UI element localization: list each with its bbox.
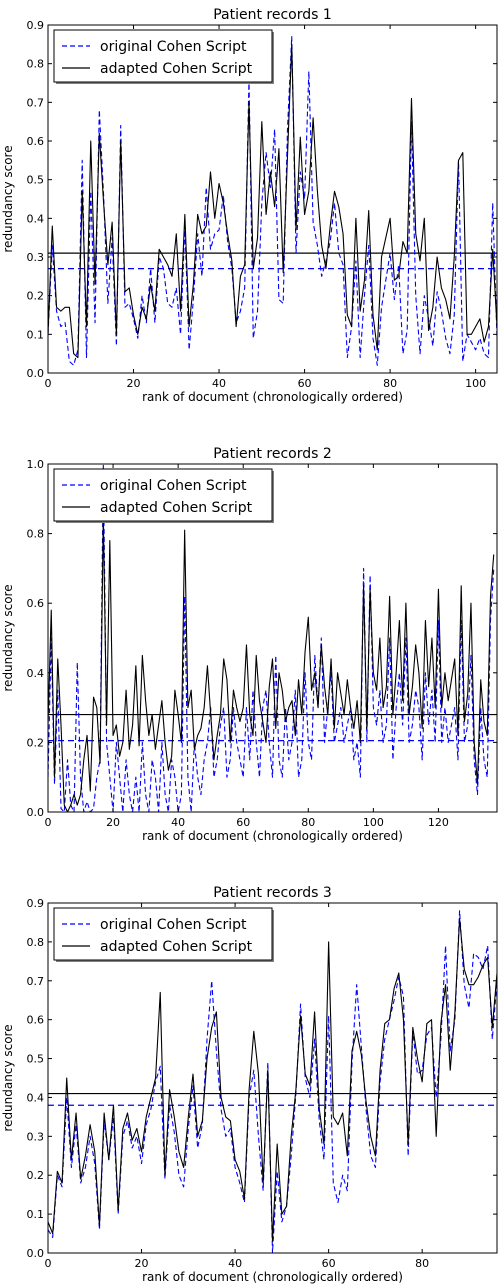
chart-3: Patient records 3 0 20 40 60 80 0.0 0.1 0.2 0.3 0.…	[1, 885, 498, 1284]
legend: original Cohen Script adapted Cohen Scrip…	[53, 907, 274, 962]
y-tick-label: 0.7	[27, 96, 45, 109]
x-tick-label: 20	[106, 816, 120, 829]
legend-entry: adapted Cohen Script	[100, 939, 253, 955]
legend-entry: adapted Cohen Script	[100, 61, 253, 77]
x-tick-label: 20	[135, 1257, 149, 1270]
y-tick-label: 0.0	[27, 1247, 45, 1260]
y-tick-label: 0.2	[27, 736, 45, 749]
y-tick-label: 0.8	[27, 936, 45, 949]
plot-frame	[47, 902, 498, 1254]
chart-title: Patient records 1	[213, 7, 332, 23]
x-tick-label: 0	[45, 816, 52, 829]
plot-frame	[47, 463, 498, 813]
y-tick-label: 0.6	[27, 1014, 45, 1027]
legend-box	[53, 907, 273, 961]
legend: original Cohen Script adapted Cohen Scrip…	[53, 29, 274, 84]
x-tick-label: 60	[236, 816, 250, 829]
plot-area	[48, 464, 497, 812]
y-tick-label: 0.2	[27, 290, 45, 303]
y-tick-label: 0.0	[27, 806, 45, 819]
chart-title: Patient records 2	[213, 446, 332, 462]
chart-1: Patient records 1 0 20 40 60 80 100 0.0 0.1 0.2 0.…	[1, 7, 498, 404]
x-tick-label: 80	[301, 816, 315, 829]
x-tick-label: 60	[298, 377, 312, 390]
y-axis-label: redundancy score	[1, 1024, 15, 1131]
y-axis-label: redundancy score	[1, 584, 15, 691]
legend-entry: adapted Cohen Script	[100, 500, 253, 516]
y-tick-label: 0.8	[27, 528, 45, 541]
x-axis-label: rank of document (chronologically ordere…	[142, 390, 403, 404]
series-adapted-line	[48, 515, 495, 812]
y-tick-label: 0.5	[27, 1053, 45, 1066]
x-tick-label: 40	[212, 377, 226, 390]
y-tick-label: 1.0	[27, 458, 45, 471]
x-tick-label: 40	[228, 1257, 242, 1270]
x-axis-label: rank of document (chronologically ordere…	[142, 829, 403, 843]
x-tick-label: 0	[45, 377, 52, 390]
legend-entry: original Cohen Script	[100, 917, 247, 933]
legend-box	[53, 468, 273, 522]
plot-frame	[47, 24, 498, 374]
y-tick-label: 0.0	[27, 367, 45, 380]
y-tick-label: 0.3	[27, 1130, 45, 1143]
y-tick-label: 0.8	[27, 58, 45, 71]
chart-title: Patient records 3	[213, 885, 332, 901]
x-tick-label: 100	[465, 377, 486, 390]
x-tick-label: 0	[45, 1257, 52, 1270]
plot-area	[48, 910, 497, 1253]
x-tick-label: 120	[428, 816, 449, 829]
y-tick-label: 0.6	[27, 135, 45, 148]
x-tick-label: 20	[127, 377, 141, 390]
y-axis-label: redundancy score	[1, 145, 15, 252]
chart-2: Patient records 2 0 20 40 60 80 100 120 0.0 0.2 0.…	[1, 446, 498, 843]
y-tick-label: 0.9	[27, 19, 45, 32]
legend-entry: original Cohen Script	[100, 39, 247, 55]
series-original-line	[48, 464, 495, 812]
y-tick-label: 0.7	[27, 975, 45, 988]
y-tick-label: 0.4	[27, 1091, 45, 1104]
x-axis-label: rank of document (chronologically ordere…	[142, 1270, 403, 1284]
y-tick-label: 0.1	[27, 328, 45, 341]
y-tick-label: 0.9	[27, 897, 45, 910]
legend-entry: original Cohen Script	[100, 478, 247, 494]
x-tick-label: 80	[415, 1257, 429, 1270]
y-tick-label: 0.3	[27, 251, 45, 264]
y-tick-label: 0.4	[27, 212, 45, 225]
legend: original Cohen Script adapted Cohen Scrip…	[53, 468, 274, 523]
y-tick-label: 0.2	[27, 1169, 45, 1182]
plot-area	[48, 36, 497, 366]
series-original-line	[48, 36, 497, 366]
y-tick-label: 0.6	[27, 597, 45, 610]
x-tick-label: 40	[171, 816, 185, 829]
legend-box	[53, 29, 273, 83]
x-tick-label: 80	[383, 377, 397, 390]
y-tick-label: 0.4	[27, 667, 45, 680]
series-original-line	[48, 910, 497, 1253]
series-adapted-line	[48, 918, 497, 1242]
x-tick-label: 60	[322, 1257, 336, 1270]
series-adapted-line	[48, 43, 497, 359]
y-tick-label: 0.5	[27, 174, 45, 187]
y-tick-label: 0.1	[27, 1208, 45, 1221]
x-tick-label: 100	[363, 816, 384, 829]
